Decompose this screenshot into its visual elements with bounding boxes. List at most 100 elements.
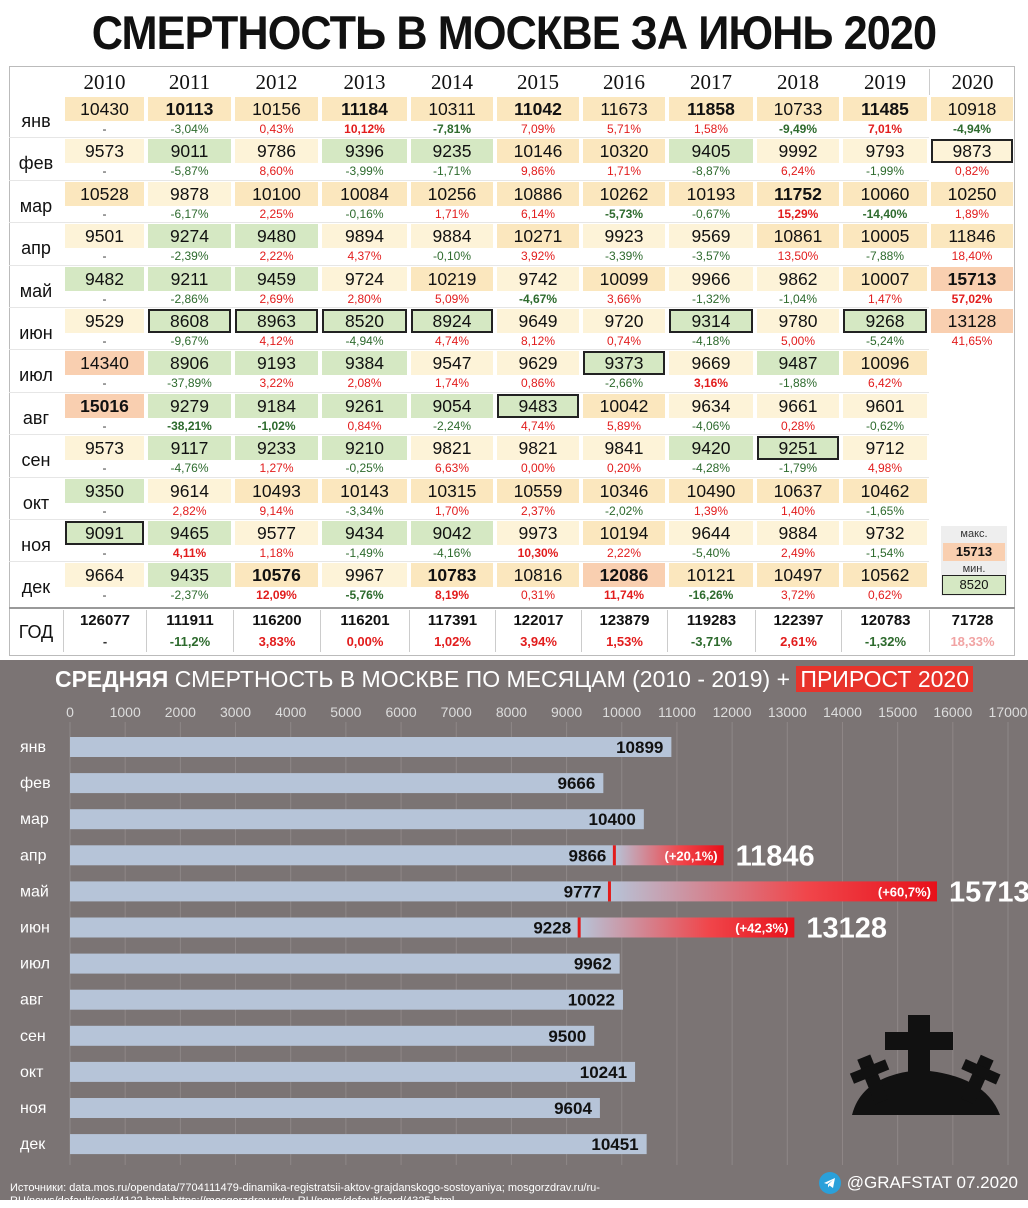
table-cell: 9649 (497, 309, 579, 333)
table-cell: 9780 (757, 309, 839, 333)
table-pct: 5,09% (434, 291, 470, 306)
table-cell: 9712 (843, 436, 927, 461)
table-pct (929, 458, 1015, 478)
table-cell: 10493 (235, 478, 318, 503)
table-pct: 0,20% (606, 461, 642, 476)
table-pct: 1,71% (606, 164, 642, 179)
table-pct: 9,86% (520, 164, 556, 179)
table-pct: 3,92% (520, 249, 556, 264)
table-cell: 9664 (65, 563, 144, 588)
table-cell: 9629 (497, 351, 579, 376)
table-pct: - (102, 461, 107, 476)
table-pct: -4,94% (345, 334, 384, 348)
table-cell: 14340 (65, 351, 144, 376)
increase-bar (579, 917, 795, 938)
month-label: ноя (20, 1100, 46, 1117)
average-bar (70, 1061, 636, 1082)
table-pct: 8,19% (434, 588, 470, 603)
chart-title-part1: СРЕДНЯЯ (54, 666, 169, 692)
table-cell: 9573 (65, 139, 144, 164)
table-cell: 9601 (843, 393, 927, 418)
average-value-label: 10400 (589, 810, 636, 829)
year-header: 2012 (255, 70, 298, 94)
month-label: дек (21, 577, 51, 598)
average-value-label: 9228 (533, 919, 571, 938)
year-total: 116201 (320, 609, 409, 632)
row-divider (9, 434, 929, 436)
x-tick-label: 16000 (933, 704, 972, 720)
table-cell: 10042 (583, 393, 665, 418)
year-header: 2013 (343, 70, 386, 94)
table-cell: 11846 (931, 224, 1013, 249)
table-cell: 8924 (411, 309, 493, 333)
year-header: 2014 (431, 70, 473, 94)
table-cell: 9923 (583, 224, 665, 249)
table-pct: 0,86% (520, 376, 556, 391)
table-pct: 57,02% (951, 291, 993, 306)
year-header: 2015 (517, 70, 559, 94)
table-pct: 1,89% (954, 206, 990, 221)
month-label: июл (20, 956, 50, 973)
row-divider (9, 264, 929, 266)
row-divider (9, 137, 929, 139)
table-pct: 2,49% (780, 546, 816, 560)
table-cell: 9435 (148, 563, 231, 588)
table-pct: -2,02% (604, 503, 644, 518)
table-pct: - (102, 503, 107, 518)
year-total: 117391 (409, 609, 495, 632)
table-pct: - (102, 334, 107, 348)
table-cell: 9884 (411, 224, 493, 249)
average-marker (577, 917, 581, 938)
table-cell: 9233 (235, 436, 318, 461)
table-cell: 9184 (235, 393, 318, 418)
month-label: окт (22, 492, 50, 513)
month-label: янв (20, 739, 46, 756)
average-bar (70, 1098, 600, 1118)
table-pct: - (102, 249, 107, 264)
table-pct: -2,66% (604, 376, 644, 391)
table-pct: 12,09% (256, 588, 297, 603)
table-pct: -4,18% (691, 334, 731, 348)
table-pct: -0,10% (432, 249, 472, 264)
table-pct: -1,71% (432, 164, 472, 179)
increase-value-label: 13128 (806, 913, 887, 945)
table-pct: 0,82% (954, 164, 990, 179)
year-total-pct: 3,83% (233, 631, 320, 652)
table-cell: 9614 (148, 478, 231, 503)
average-bar (70, 773, 604, 794)
table-cell: 9724 (322, 266, 407, 291)
table-cell: 9434 (322, 521, 407, 545)
table-cell: 9569 (669, 224, 753, 249)
table-pct: -3,04% (170, 122, 209, 136)
table-pct: -3,34% (345, 503, 384, 518)
average-value-label: 9866 (569, 846, 607, 865)
table-cell: 9634 (669, 393, 753, 418)
table-pct: -9,67% (170, 334, 209, 348)
table-cell: 10918 (931, 97, 1013, 121)
table-cell: 8608 (148, 309, 231, 333)
table-cell: 9577 (235, 521, 318, 545)
row-divider (9, 179, 929, 181)
table-cell: 8520 (322, 309, 407, 333)
increase-pct-label: (+60,7%) (878, 884, 931, 899)
table-pct: -4,94% (952, 122, 992, 136)
table-cell: 9480 (235, 224, 318, 249)
table-pct: 2,22% (259, 249, 294, 264)
month-label: авг (20, 992, 43, 1009)
table-pct (929, 501, 1015, 521)
table-cell: 10490 (669, 478, 753, 503)
table-cell: 9661 (757, 393, 839, 418)
table-pct: -16,26% (688, 588, 734, 603)
table-pct: -4,28% (691, 461, 731, 476)
x-tick-label: 17000 (989, 704, 1028, 720)
table-cell: 10816 (497, 563, 579, 588)
table-pct: -4,06% (691, 418, 731, 433)
table-cell: 10497 (757, 563, 839, 588)
table-cell: 9193 (235, 351, 318, 376)
table-cell: 10346 (583, 478, 665, 503)
table-pct: 3,16% (693, 376, 729, 391)
table-cell: 9251 (757, 436, 839, 461)
x-tick-label: 3000 (220, 704, 251, 720)
table-pct: -5,87% (170, 164, 209, 179)
row-divider (9, 391, 929, 393)
